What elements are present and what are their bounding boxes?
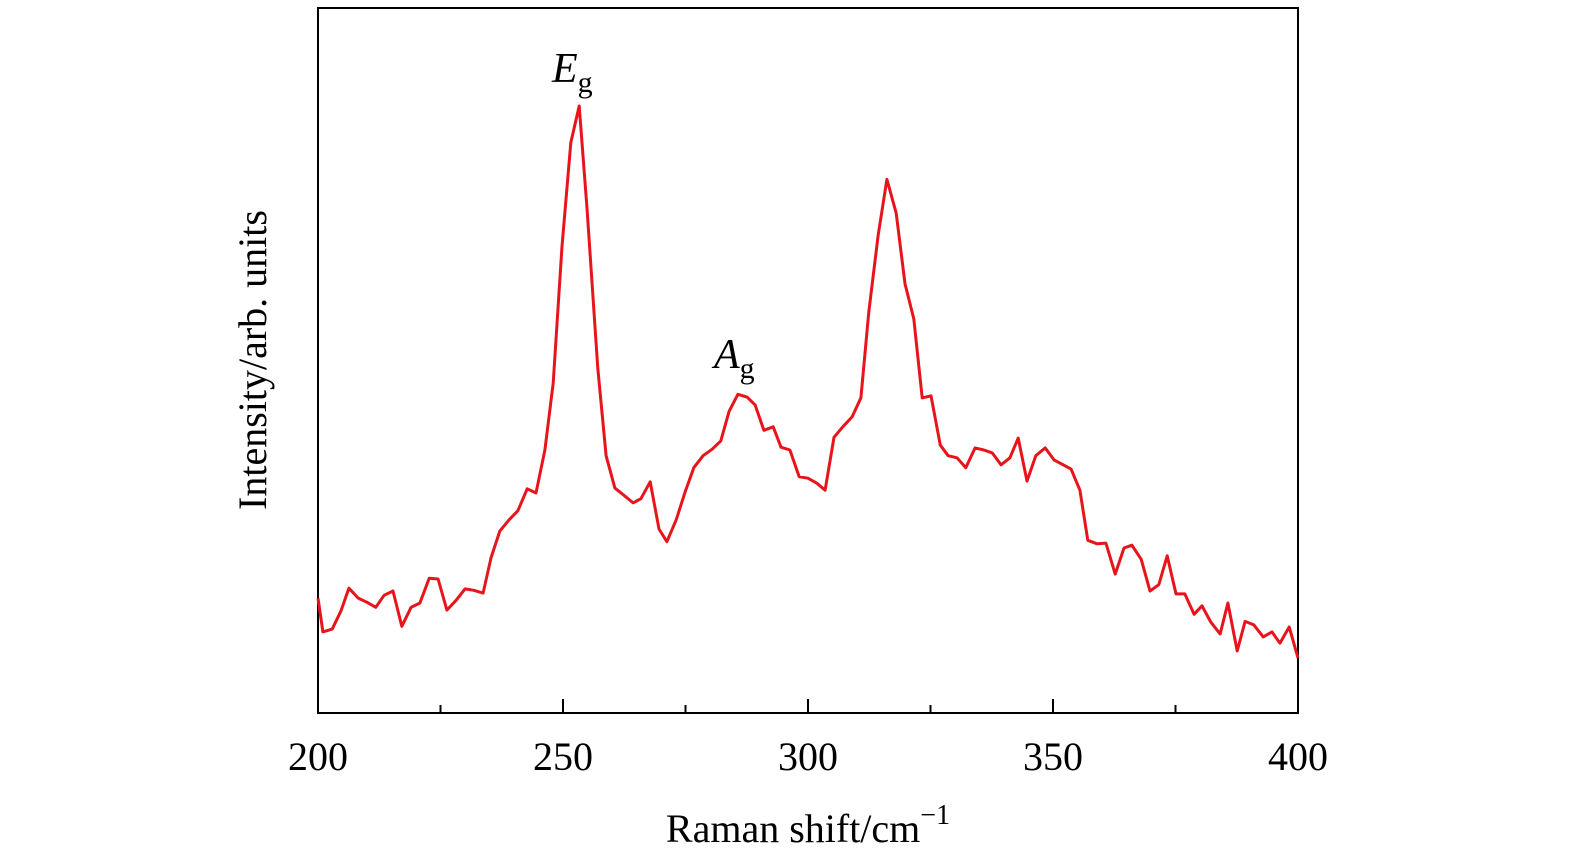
x-axis-label: Raman shift/cm−1 xyxy=(666,800,950,851)
peak-annotation: Ag xyxy=(711,332,755,385)
peak-annotation-main: E xyxy=(551,46,578,92)
y-axis-label: Intensity/arb. units xyxy=(230,210,275,510)
peak-annotation-main: A xyxy=(711,332,740,378)
x-tick-label: 250 xyxy=(533,734,593,779)
spectrum-line xyxy=(316,104,1300,659)
peak-annotation-sub: g xyxy=(740,352,755,385)
peak-annotation-sub: g xyxy=(578,66,593,99)
x-tick-label: 400 xyxy=(1268,734,1328,779)
x-tick-label: 300 xyxy=(778,734,838,779)
x-tick-label: 350 xyxy=(1023,734,1083,779)
x-axis-label-main: Raman shift/cm xyxy=(666,806,920,851)
x-axis-label-sup: −1 xyxy=(920,800,950,831)
x-tick-label: 200 xyxy=(288,734,348,779)
plot-frame xyxy=(317,7,1299,714)
peak-annotation: Eg xyxy=(551,46,593,99)
